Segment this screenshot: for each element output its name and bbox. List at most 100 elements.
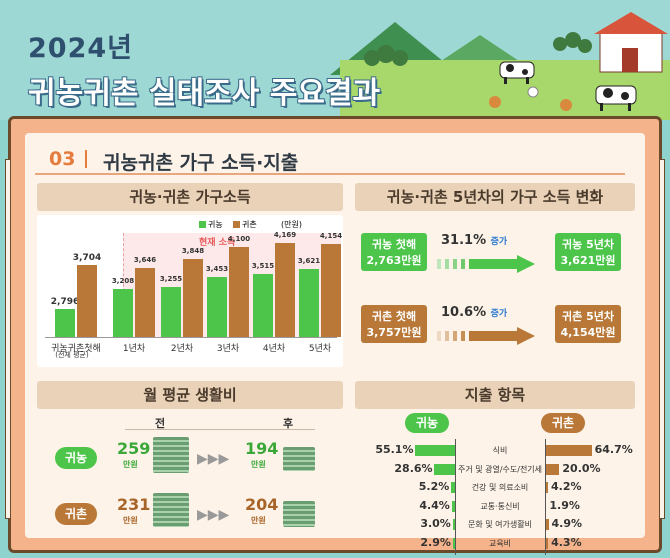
change-panel-title: 귀농·귀촌 5년차의 가구 소득 변화	[355, 183, 635, 211]
farm-start-label: 귀농 첫해	[371, 238, 417, 251]
farm-end-label: 귀농 5년차	[562, 238, 614, 251]
expense-panel-title: 지출 항목	[355, 381, 635, 409]
rural-before-value: 231	[117, 495, 151, 514]
bar-farm-0	[55, 308, 75, 337]
money-stack-small-icon	[283, 447, 315, 471]
x-tick-label: 1년차	[122, 344, 146, 354]
bar-value-label: 3,704	[72, 253, 102, 264]
bar-rural-5	[321, 243, 341, 337]
bar-value-label: 4,154	[319, 231, 343, 240]
money-stack-large-icon	[153, 437, 189, 473]
section-title: 귀농귀촌 가구 소득·지출	[103, 152, 299, 174]
legend-rural-label: 귀촌	[242, 220, 257, 229]
expense-farm-pill: 귀농	[405, 413, 449, 433]
expense-bar-farm	[415, 445, 455, 456]
bar-value-label: 3,646	[133, 256, 157, 265]
expense-bar-farm	[451, 482, 455, 493]
expense-category: 건강 및 의료소비	[471, 483, 529, 492]
rural-end-box: 귀촌 5년차 4,154만원	[555, 305, 621, 343]
x-tick-label: 5년차	[308, 344, 332, 354]
rural-pct-value: 10.6%	[441, 305, 487, 320]
farm-end-box: 귀농 5년차 3,621만원	[555, 233, 621, 271]
bar-value-label: 2,796	[50, 296, 80, 307]
rural-increase-label: 증가	[490, 309, 508, 319]
cow-icon	[595, 85, 637, 111]
expense-axis-farm	[455, 439, 456, 555]
living-rural-pill: 귀촌	[55, 503, 97, 525]
expense-farm-pct: 4.4%	[419, 498, 450, 512]
farm-arrow-icon	[437, 255, 535, 273]
expense-rural-pct: 4.9%	[551, 517, 583, 530]
farm-before-value: 259	[117, 439, 151, 458]
legend-farm-label: 귀농	[208, 220, 223, 229]
current-income-label: 현재 소득	[199, 238, 236, 248]
legend-rural-swatch	[233, 221, 240, 228]
expense-axis-rural	[545, 439, 546, 555]
living-panel-title: 월 평균 생활비	[37, 381, 343, 409]
x-tick-label: 3년차	[216, 344, 240, 354]
expense-farm-pct: 28.6%	[394, 461, 433, 475]
expense-bar-farm	[452, 537, 455, 549]
rural-end-value: 4,154만원	[560, 326, 616, 339]
bar-value-label: 3,208	[111, 277, 135, 285]
farm-pct-value: 31.1%	[441, 233, 487, 248]
bar-value-label: 4,169	[273, 231, 297, 240]
expense-category: 식비	[492, 446, 508, 455]
expense-rural-pill: 귀촌	[541, 413, 585, 433]
expense-rural-pct: 4.3%	[551, 535, 582, 549]
expense-bar-rural	[545, 537, 549, 549]
income-chart-panel: 귀농 귀촌 (만원) 현재 소득 2,796 3,704 귀농귀촌첫해 3,208 3,…	[37, 215, 343, 367]
expense-farm-pct: 3.0%	[420, 517, 451, 530]
rural-change-pct: 10.6% 증가	[441, 305, 507, 320]
arrow-right-icon: ▶▶▶	[197, 451, 230, 467]
rural-start-label: 귀촌 첫해	[371, 310, 417, 323]
bar-value-label: 4,100	[227, 234, 251, 243]
expense-category: 교육비	[488, 538, 512, 548]
expense-bar-farm	[451, 500, 455, 512]
farm-increase-label: 증가	[490, 237, 508, 247]
bar-farm-1	[113, 289, 133, 337]
expense-bar-farm	[434, 463, 455, 475]
bar-value-label: 3,515	[251, 262, 275, 271]
bar-rural-0	[77, 265, 97, 337]
farm-start-value: 2,763만원	[366, 254, 422, 267]
living-farm-pill: 귀농	[55, 447, 97, 469]
rural-start-box: 귀촌 첫해 3,757만원	[361, 305, 427, 343]
arrow-right-icon: ▶▶▶	[197, 507, 230, 523]
header-title: 귀농귀촌 실태조사 주요결과	[28, 76, 381, 111]
money-stack-large-icon	[153, 493, 189, 527]
rural-after-unit: 만원	[251, 516, 266, 525]
expense-farm-pct: 5.2%	[418, 480, 450, 493]
expense-category: 문화 및 여가생활비	[468, 520, 532, 529]
bar-value-label: 3,255	[159, 274, 183, 283]
expense-farm-pct: 2.9%	[420, 535, 451, 549]
fence-post	[659, 159, 665, 519]
farm-after-value: 194	[245, 439, 279, 458]
x-tick-label: 귀농귀촌첫해	[51, 344, 101, 354]
rural-after-value: 204	[245, 495, 279, 514]
before-label: 전	[154, 417, 166, 430]
farm-end-value: 3,621만원	[560, 254, 616, 267]
rural-start-value: 3,757만원	[366, 326, 422, 339]
bar-rural-4	[275, 243, 295, 337]
expense-bar-rural	[545, 445, 592, 456]
x-sub-label: (전체 평균)	[55, 351, 89, 359]
legend-unit: (만원)	[281, 220, 302, 229]
chicken-icon	[527, 86, 539, 98]
rural-arrow-icon	[437, 327, 535, 345]
expense-rural-pct: 1.9%	[549, 498, 580, 512]
bar-value-label: 3,848	[181, 246, 205, 255]
farm-before-unit: 만원	[123, 460, 138, 469]
expense-rural-pct: 4.2%	[551, 480, 582, 493]
section-divider	[85, 150, 87, 168]
cow-icon	[499, 61, 535, 84]
expense-bar-rural	[545, 463, 560, 475]
expense-farm-pct: 55.1%	[375, 443, 414, 456]
bar-farm-2	[161, 286, 181, 337]
landscape-illustration	[330, 12, 670, 120]
section-header: 03 귀농귀촌 가구 소득·지출	[35, 145, 625, 175]
bar-rural-2	[183, 258, 203, 337]
expense-category: 주거 및 광열/수도/전기세	[457, 464, 543, 474]
legend-farm-swatch	[199, 221, 206, 228]
after-label: 후	[282, 417, 294, 430]
